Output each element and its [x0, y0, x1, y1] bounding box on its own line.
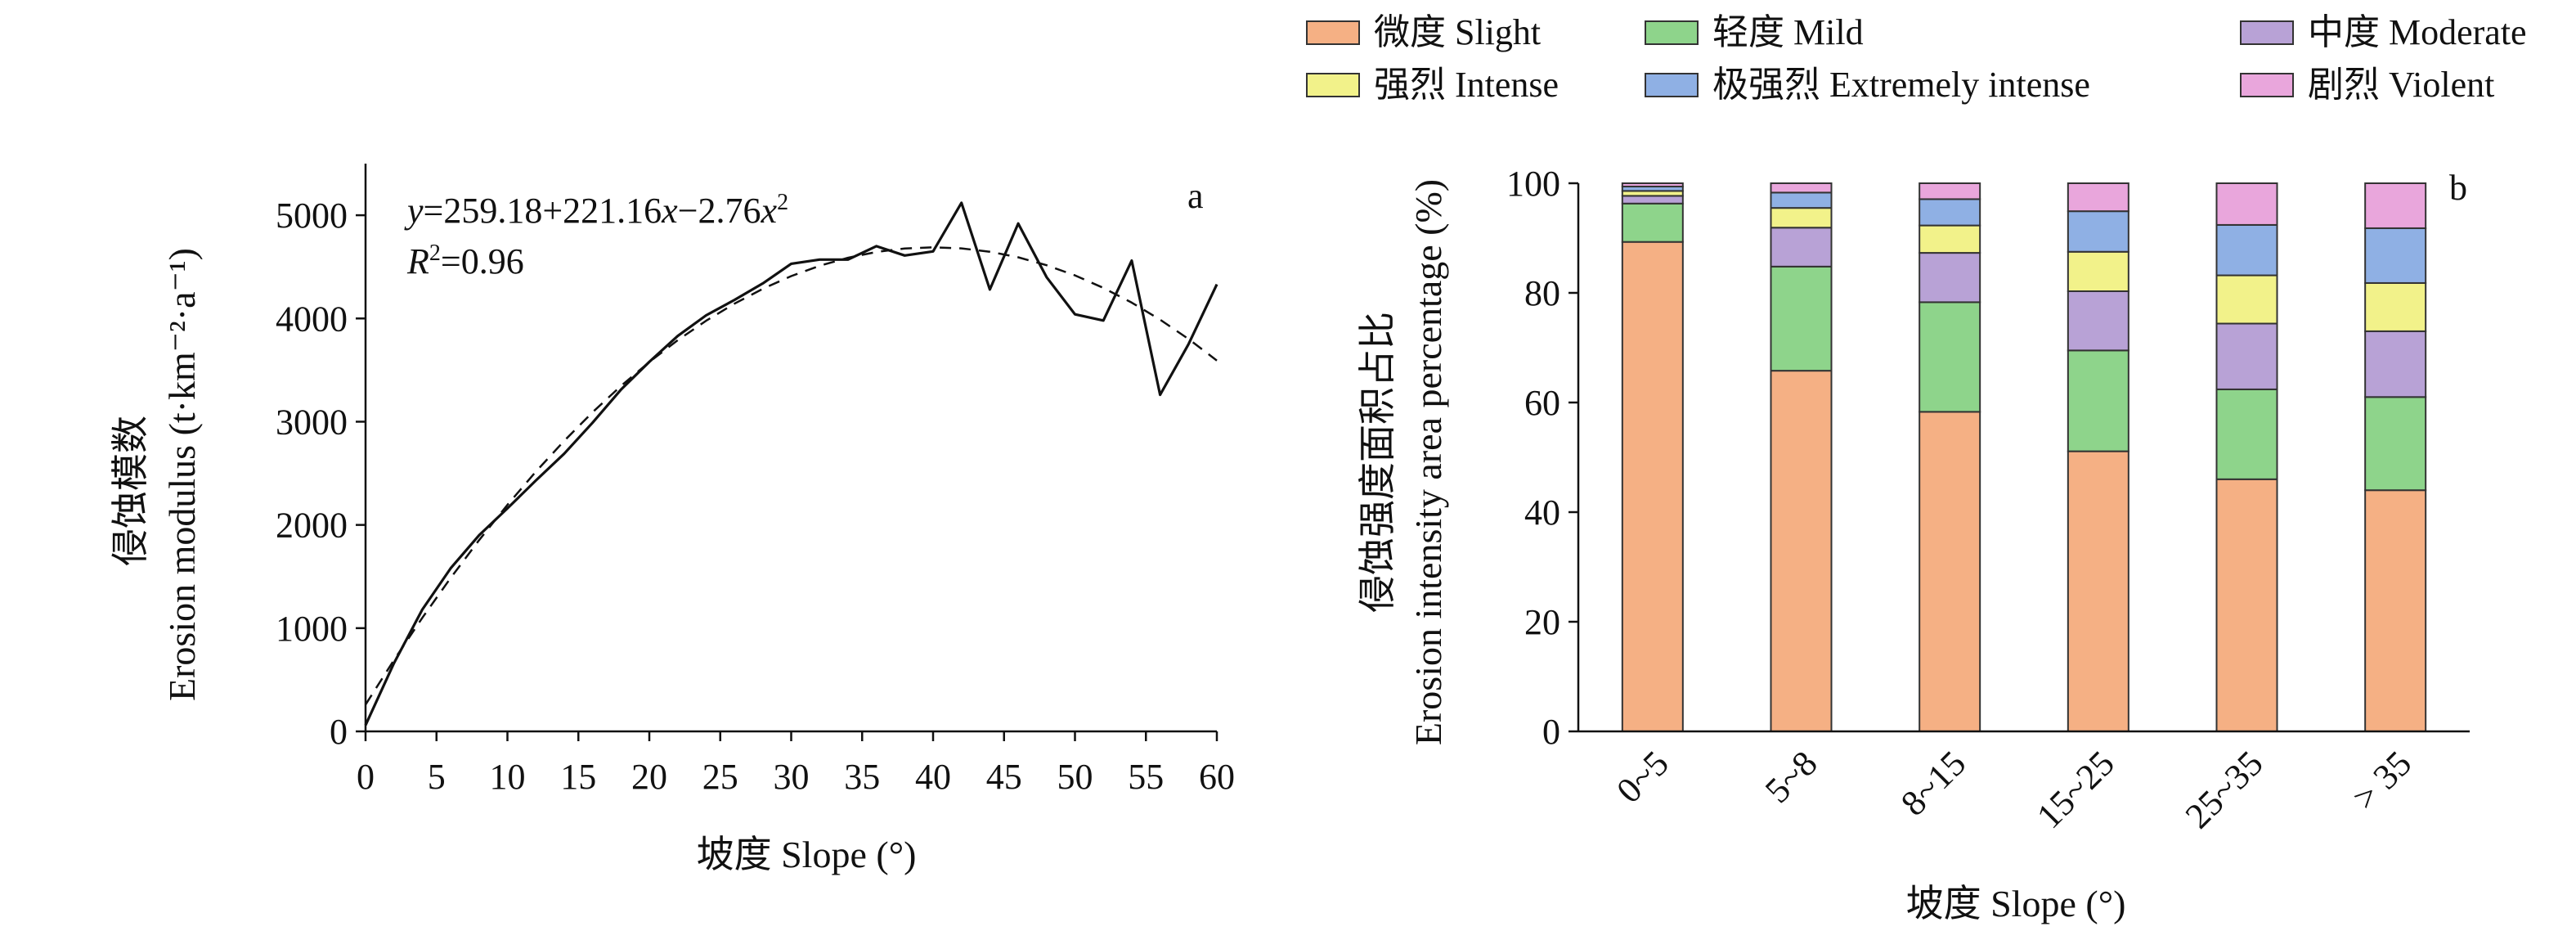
bar-segment [1919, 411, 1981, 732]
legend-swatch [1306, 73, 1360, 97]
bar-segment [2067, 210, 2129, 253]
bar-segment [2215, 388, 2278, 480]
panel-a-x-tick-label: 25 [702, 757, 738, 797]
panel-a-x-tick-label: 10 [490, 757, 526, 797]
panel-b-x-ticks: 0~5 5~8 8~15 15~25 25~35 > 35 [1609, 743, 2419, 836]
panel-b-y-tick-label: 60 [1524, 383, 1560, 423]
panel-b-y-tick-label: 0 [1542, 712, 1560, 752]
legend-swatch [1645, 73, 1699, 97]
panel-b-y-tick-label: 40 [1524, 492, 1560, 533]
bar-segment [2364, 281, 2427, 332]
panel-a-y-axis-title-en: Erosion modulus (t·km⁻²·a⁻¹) [161, 248, 203, 701]
bar-segment [2067, 250, 2129, 292]
panel-a-equation: y=259.18+221.16x−2.76x2 [404, 190, 788, 231]
panel-b-y-axis-title-cn: 侵蚀强度面积占比 [1357, 312, 1398, 613]
panel-a-y-tick-label: 2000 [276, 506, 348, 546]
panel-b-x-tick-label: 25~35 [2178, 743, 2271, 836]
panel-a-y-ticks: 0 1000 2000 3000 4000 5000 [276, 196, 366, 752]
bar-segment [2215, 223, 2278, 277]
legend-label: 微度 Slight [1374, 12, 1541, 52]
bar-segment [1919, 252, 1981, 304]
bar-segment [2215, 274, 2278, 325]
panel-b-x-axis-title: 坡度 Slope (°) [1906, 883, 2126, 924]
panel-a-label: a [1187, 176, 1204, 216]
panel-b-stacked-bar-chart: 0 20 40 60 80 100 0~5 5~8 8~15 15~25 25~35 > 35 微度… [1306, 12, 2527, 924]
panel-a-x-ticks: 0 5 10 15 20 25 30 35 40 45 50 55 60 [357, 731, 1235, 797]
legend-label: 极强烈 Extremely intense [1712, 65, 2090, 105]
bar-segment [1919, 301, 1981, 413]
bar-segment [2215, 478, 2278, 732]
bar-segment [2364, 489, 2427, 732]
legend-swatch [1306, 20, 1360, 45]
bar-segment [1770, 370, 1833, 732]
panel-a-x-tick-label: 50 [1057, 757, 1093, 797]
panel-b-x-tick-label: 0~5 [1609, 743, 1676, 811]
bar-segment [1621, 182, 1684, 188]
panel-b-y-tick-label: 20 [1524, 602, 1560, 642]
panel-b-legend: 微度 Slight 轻度 Mild 中度 Moderate 强烈 Intense 极强烈… [1306, 12, 2527, 105]
bar-segment [1621, 202, 1684, 243]
legend-swatch [2240, 73, 2294, 97]
panel-b-plot-area [1577, 182, 2470, 733]
bar-segment [2364, 182, 2427, 229]
panel-a-y-tick-label: 3000 [276, 402, 348, 442]
panel-b-y-axis-title-en: Erosion intensity area percentage (%) [1407, 179, 1449, 745]
panel-a-observed-line [364, 201, 1218, 726]
bar-segment [1770, 207, 1833, 229]
bar-segment [1919, 198, 1981, 227]
panel-a-x-tick-label: 55 [1128, 757, 1164, 797]
bar-segment [1919, 224, 1981, 254]
bar-segment [2067, 290, 2129, 352]
panel-a-x-axis-title: 坡度 Slope (°) [697, 834, 917, 875]
panel-a-y-tick-label: 1000 [276, 609, 348, 649]
bar-segment [2364, 396, 2427, 492]
panel-a-r-squared: R2=0.96 [406, 241, 524, 281]
bar-segment [2067, 450, 2129, 732]
panel-b-y-ticks: 0 20 40 60 80 100 [1506, 164, 1578, 752]
panel-a-x-tick-label: 15 [560, 757, 596, 797]
panel-a-y-tick-label: 0 [330, 712, 348, 752]
bar-segment [2364, 330, 2427, 398]
panel-b-y-tick-label: 100 [1506, 164, 1560, 204]
bar-segment [1621, 241, 1684, 732]
legend-swatch [2240, 20, 2294, 45]
bar-segment [2364, 227, 2427, 284]
panel-b-x-tick-label: 8~15 [1893, 743, 1973, 823]
panel-a-y-tick-label: 4000 [276, 299, 348, 339]
panel-a-fitted-curve [364, 246, 1218, 705]
legend-swatch [1645, 20, 1699, 45]
panel-a-x-tick-label: 0 [357, 757, 375, 797]
bar-segment [2067, 349, 2129, 452]
bar-segment [1770, 191, 1833, 209]
panel-a-y-tick-label: 5000 [276, 196, 348, 236]
legend-label: 轻度 Mild [1712, 12, 1864, 52]
legend-label: 剧烈 Violent [2308, 65, 2494, 105]
panel-a-x-tick-label: 5 [428, 757, 446, 797]
bar-segment [2215, 182, 2278, 226]
bar-segment [1621, 195, 1684, 205]
bar-segment [2215, 322, 2278, 390]
panel-a-y-axis-title-cn: 侵蚀模数 [110, 416, 151, 566]
bar-segment [1770, 265, 1833, 372]
legend-label: 强烈 Intense [1374, 65, 1559, 105]
bar-segment [1770, 227, 1833, 268]
legend-label: 中度 Moderate [2308, 12, 2527, 52]
panel-a-x-tick-label: 60 [1199, 757, 1235, 797]
bar-segment [1919, 182, 1981, 200]
panel-a-x-tick-label: 45 [986, 757, 1022, 797]
panel-a-line-chart: 0 5 10 15 20 25 30 35 40 45 50 55 60 0 1000 2000 3000 40… [110, 164, 1235, 875]
bar-segment [1770, 182, 1833, 194]
panel-b-x-tick-label: 15~25 [2029, 743, 2122, 836]
panel-a-x-tick-label: 30 [774, 757, 810, 797]
panel-b-y-tick-label: 80 [1524, 273, 1560, 313]
panel-b-x-tick-label: > 35 [2345, 743, 2419, 817]
panel-b-x-tick-label: 5~8 [1757, 743, 1825, 811]
panel-b-label: b [2449, 168, 2467, 208]
panel-a-x-tick-label: 35 [844, 757, 880, 797]
panel-a-x-tick-label: 20 [631, 757, 667, 797]
bar-segment [2067, 182, 2129, 213]
panel-a-x-tick-label: 40 [915, 757, 951, 797]
